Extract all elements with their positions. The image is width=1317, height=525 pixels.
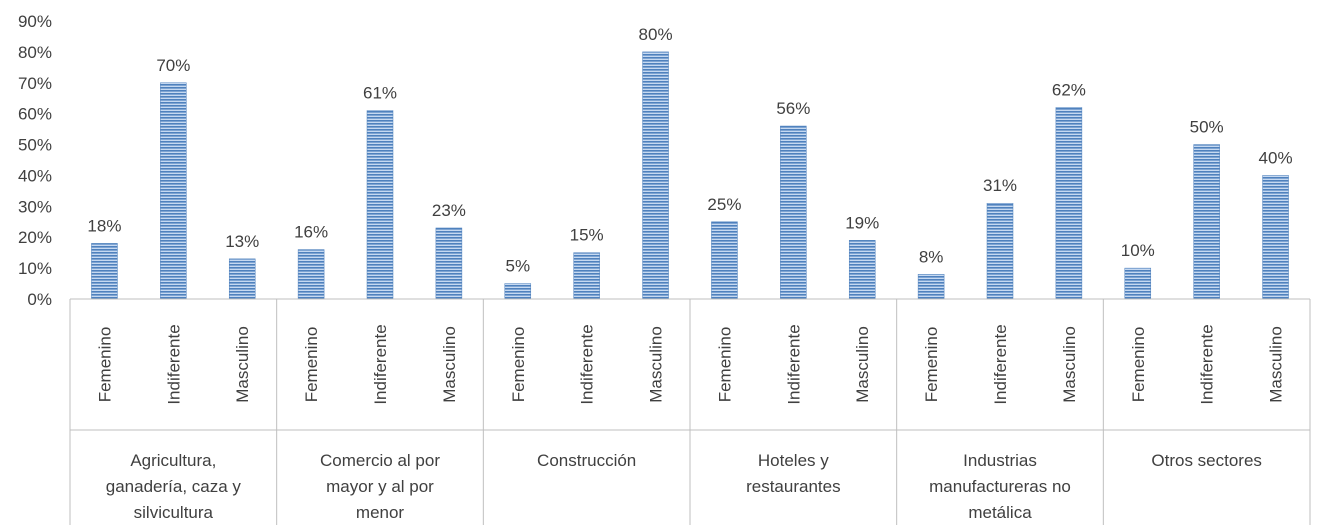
data-label: 62% [1052, 80, 1086, 99]
y-tick-label: 40% [18, 166, 52, 185]
group-label: Industrias [963, 451, 1037, 470]
group-label: mayor y al por [326, 477, 434, 496]
data-label: 19% [845, 213, 879, 232]
x-category-label: Masculino [233, 326, 252, 403]
bar [1124, 267, 1152, 300]
y-tick-label: 70% [18, 74, 52, 93]
x-category-label: Masculino [1060, 326, 1079, 403]
data-label: 18% [87, 216, 121, 235]
group-label: Hoteles y [758, 451, 829, 470]
bar [711, 221, 738, 300]
data-label: 8% [919, 247, 944, 266]
group-label: silvicultura [134, 503, 214, 522]
x-category-label: Indiferente [991, 324, 1010, 404]
y-axis: 0% 10% 20% 30% 40% 50% 60% 70% 80% 90% [18, 12, 52, 309]
bar [160, 82, 187, 300]
bar [91, 243, 118, 300]
group-label: Comercio al por [320, 451, 440, 470]
y-tick-label: 90% [18, 12, 52, 31]
group-label: restaurantes [746, 477, 841, 496]
bar [1055, 107, 1083, 300]
x-category-label: Femenino [922, 327, 941, 403]
data-label: 13% [225, 232, 259, 251]
bar [986, 202, 1014, 300]
bar [1262, 175, 1289, 300]
group-label: Otros sectores [1151, 451, 1262, 470]
bar [573, 252, 600, 300]
group-label: Construcción [537, 451, 636, 470]
x-category-label: Indiferente [578, 324, 597, 404]
y-tick-label: 20% [18, 228, 52, 247]
data-label: 10% [1121, 241, 1155, 260]
bar [780, 125, 807, 300]
x-category-label: Indiferente [164, 324, 183, 404]
x-category-label: Femenino [95, 327, 114, 403]
data-label: 56% [776, 99, 810, 118]
data-label: 40% [1259, 148, 1293, 167]
x-category-label: Femenino [302, 327, 321, 403]
y-tick-label: 80% [18, 43, 52, 62]
data-label: 5% [505, 257, 530, 276]
data-label: 16% [294, 223, 328, 242]
x-category-label: Masculino [853, 326, 872, 403]
group-label: Agricultura, [130, 451, 216, 470]
y-tick-label: 10% [18, 259, 52, 278]
bar [917, 274, 945, 300]
bar [297, 249, 325, 300]
data-label: 15% [570, 226, 604, 245]
x-category-label: Femenino [715, 327, 734, 403]
x-category-label: Indiferente [371, 324, 390, 404]
bar [848, 240, 876, 300]
data-label: 25% [707, 195, 741, 214]
bar [504, 283, 532, 300]
bar [1193, 144, 1220, 300]
y-tick-label: 60% [18, 105, 52, 124]
x-category-label: Masculino [647, 326, 666, 403]
data-label: 31% [983, 176, 1017, 195]
x-category-label: Indiferente [784, 324, 803, 404]
data-label: 70% [156, 56, 190, 75]
x-category-label: Femenino [1129, 327, 1148, 403]
bars: 18% 70% 13% 16% 61% 23% 5% 15% 80% 25% 56% 19% 8% 31%… [87, 25, 1293, 300]
data-label: 50% [1190, 118, 1224, 137]
data-label: 23% [432, 201, 466, 220]
y-tick-label: 30% [18, 197, 52, 216]
bar [642, 51, 669, 300]
y-tick-label: 50% [18, 136, 52, 155]
data-label: 80% [639, 25, 673, 44]
x-category-label: Femenino [509, 327, 528, 403]
group-label: menor [356, 503, 405, 522]
group-label: ganadería, caza y [106, 477, 242, 496]
x-category-label: Masculino [1267, 326, 1286, 403]
group-label: manufactureras no [929, 477, 1071, 496]
bar [366, 110, 394, 300]
data-label: 61% [363, 84, 397, 103]
bar [435, 227, 463, 300]
y-tick-label: 0% [27, 290, 52, 309]
bar [228, 258, 256, 300]
x-axis: Femenino Indiferente Masculino Agricultura,… [69, 298, 1311, 525]
x-category-label: Masculino [440, 326, 459, 403]
x-category-label: Indiferente [1198, 324, 1217, 404]
group-label: metálica [968, 503, 1032, 522]
